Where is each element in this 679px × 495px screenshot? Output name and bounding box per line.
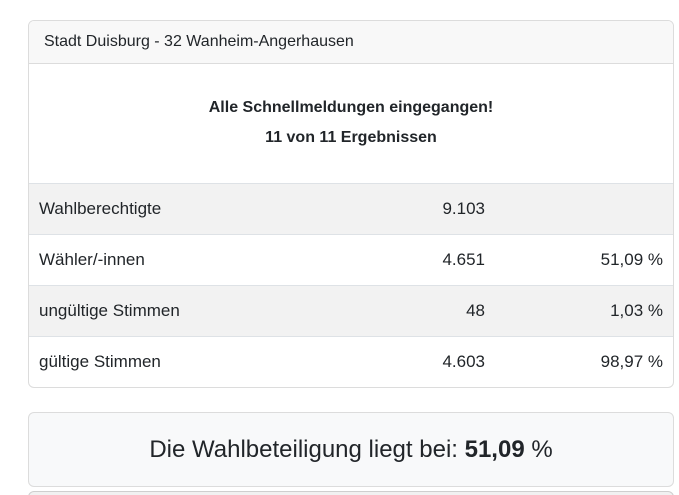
turnout-box: Die Wahlbeteiligung liegt bei: 51,09 %	[28, 412, 674, 487]
card-header: Stadt Duisburg - 32 Wanheim-Angerhausen	[29, 21, 673, 64]
row-percent: 98,97 %	[495, 336, 673, 387]
status-line-2: 11 von 11 Ergebnissen	[265, 129, 437, 146]
row-percent: 51,09 %	[495, 234, 673, 286]
table-row: Wähler/-innen 4.651 51,09 %	[29, 234, 673, 286]
row-label: ungültige Stimmen	[29, 285, 281, 337]
turnout-text-suffix: %	[524, 435, 553, 463]
row-count: 4.651	[281, 234, 495, 286]
page-title: Stadt Duisburg - 32 Wanheim-Angerhausen	[44, 33, 354, 50]
status-message: Alle Schnellmeldungen eingegangen! 11 vo…	[29, 64, 673, 183]
results-card: Stadt Duisburg - 32 Wanheim-Angerhausen …	[28, 20, 674, 388]
results-table: Wahlberechtigte 9.103 Wähler/-innen 4.65…	[29, 183, 673, 387]
row-percent	[495, 183, 673, 235]
row-label: Wähler/-innen	[29, 234, 281, 286]
table-row: Wahlberechtigte 9.103	[29, 183, 673, 235]
row-label: gültige Stimmen	[29, 336, 281, 387]
row-count: 48	[281, 285, 495, 337]
table-row: ungültige Stimmen 48 1,03 %	[29, 285, 673, 337]
turnout-value: 51,09	[464, 435, 525, 463]
turnout-text-prefix: Die Wahlbeteiligung liegt bei:	[149, 435, 465, 463]
next-section-teaser	[28, 491, 674, 495]
row-count: 4.603	[281, 336, 495, 387]
status-line-1: Alle Schnellmeldungen eingegangen!	[208, 99, 494, 116]
row-percent: 1,03 %	[495, 285, 673, 337]
row-label: Wahlberechtigte	[29, 183, 281, 235]
table-row: gültige Stimmen 4.603 98,97 %	[29, 336, 673, 387]
row-count: 9.103	[281, 183, 495, 235]
